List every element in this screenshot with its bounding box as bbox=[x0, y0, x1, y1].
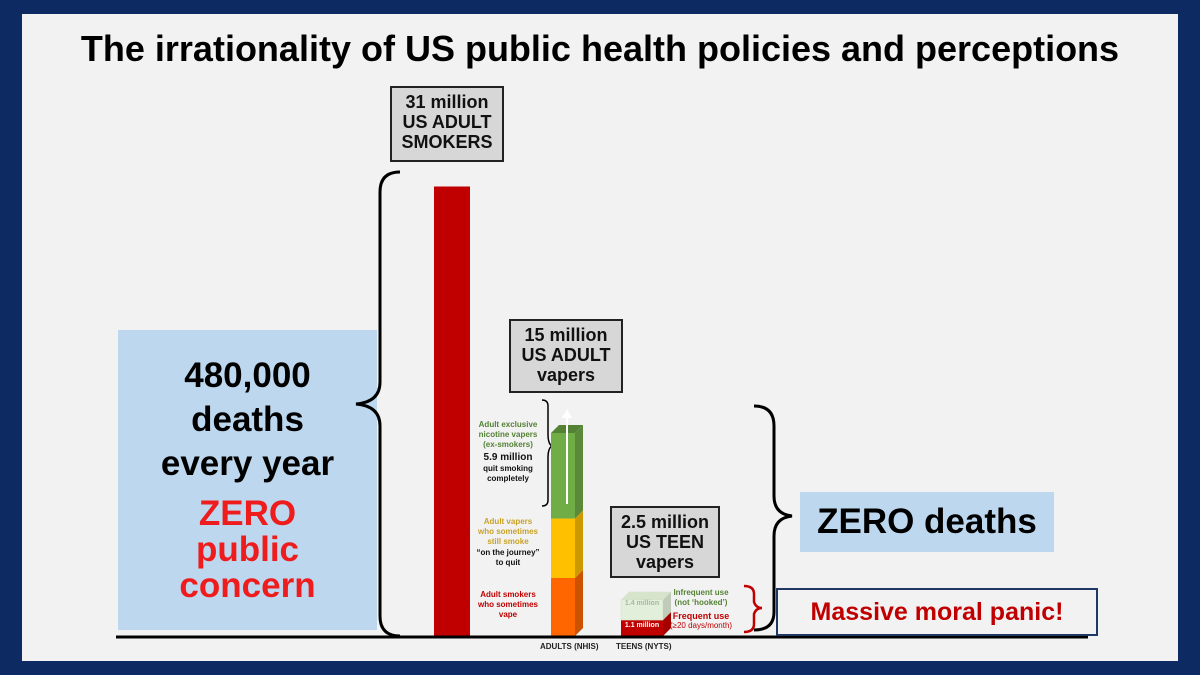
deaths-line: 480,000 bbox=[184, 356, 311, 395]
teen-vapers-label-box: 2.5 million US TEEN vapers bbox=[610, 506, 720, 578]
annotation-line: (ex-smokers) bbox=[483, 440, 533, 449]
exclusive-vapers-annotation: Adult exclusive nicotine vapers (ex-smok… bbox=[468, 420, 548, 450]
adult-vapers-label-line: US ADULT bbox=[521, 345, 611, 365]
bar-segment-side bbox=[575, 570, 583, 636]
concern-line: public bbox=[195, 530, 300, 569]
teen-vapers-label-line: 2.5 million bbox=[620, 512, 710, 532]
chart-svg bbox=[116, 170, 1088, 639]
teen-vapers-label-line: US TEEN bbox=[625, 532, 704, 552]
adult-vapers-label-line: 15 million bbox=[524, 325, 608, 345]
note-line: to quit bbox=[495, 558, 521, 567]
bar-top-face bbox=[621, 591, 671, 600]
x-axis-label-teens: TEENS (NYTS) bbox=[616, 642, 672, 651]
bars-group bbox=[434, 186, 671, 636]
annotation-line: (not ‘hooked’) bbox=[674, 598, 728, 607]
annotation-line: Adult exclusive bbox=[478, 420, 538, 429]
deaths-panel: 480,000 deaths every year ZERO public co… bbox=[118, 330, 377, 630]
bar-segment-dual-users bbox=[551, 518, 575, 578]
smokers-label-box: 31 million US ADULT SMOKERS bbox=[390, 86, 504, 162]
concern-line: concern bbox=[179, 566, 316, 605]
dual-users-annotation: Adult vapers who sometimes still smoke bbox=[468, 517, 548, 547]
bar-adult-smokers bbox=[434, 186, 470, 636]
note-line: completely bbox=[487, 474, 529, 483]
annotation-line: who sometimes bbox=[477, 600, 538, 609]
bar-segment-side bbox=[575, 425, 583, 519]
infrequent-annotation: Infrequent use (not ‘hooked’) bbox=[666, 588, 736, 608]
journey-note: “on the journey” to quit bbox=[468, 548, 548, 568]
bar-segment-side bbox=[663, 591, 671, 621]
bar-segment-side bbox=[575, 510, 583, 578]
adult-vapers-label-box: 15 million US ADULT vapers bbox=[509, 319, 623, 393]
panic-brace bbox=[743, 584, 763, 634]
annotation-line: (≥20 days/month) bbox=[669, 621, 733, 630]
smokers-label-line: 31 million bbox=[405, 92, 489, 112]
deaths-line: every year bbox=[160, 444, 335, 483]
smokers-label-line: US ADULT bbox=[402, 112, 492, 132]
annotation-line: still smoke bbox=[487, 537, 529, 546]
left-brace bbox=[355, 170, 401, 638]
adult-vapers-label-line: vapers bbox=[536, 365, 596, 385]
frequent-annotation: Frequent use (≥20 days/month) bbox=[666, 611, 736, 631]
note-line: quit smoking bbox=[483, 464, 533, 473]
deaths-line: deaths bbox=[191, 400, 304, 439]
note-line: 5.9 million bbox=[483, 452, 533, 463]
slide: The irrationality of US public health po… bbox=[22, 14, 1178, 661]
frequent-inner-label: 1.1 million bbox=[624, 622, 660, 629]
annotation-line: Infrequent use bbox=[673, 588, 729, 597]
annotation-line: nicotine vapers bbox=[478, 430, 538, 439]
moral-panic-box: Massive moral panic! bbox=[776, 588, 1098, 636]
bar-segment-smokers-who-vape bbox=[551, 578, 575, 636]
bar-segment-frequent-use bbox=[621, 620, 663, 636]
note-line: “on the journey” bbox=[476, 548, 540, 557]
annotation-line: Frequent use bbox=[672, 611, 730, 621]
quit-smoking-note: 5.9 million quit smoking completely bbox=[468, 452, 548, 484]
smokers-who-vape-annotation: Adult smokers who sometimes vape bbox=[468, 590, 548, 620]
zero-deaths-box: ZERO deaths bbox=[800, 492, 1054, 552]
annotation-line: Adult vapers bbox=[483, 517, 533, 526]
teen-vapers-label-line: vapers bbox=[635, 552, 695, 572]
x-axis-label-adults: ADULTS (NHIS) bbox=[540, 642, 599, 651]
annotation-line: vape bbox=[498, 610, 518, 619]
concern-line: ZERO bbox=[198, 494, 297, 533]
right-brace bbox=[753, 404, 793, 632]
bar-segment-side bbox=[663, 612, 671, 636]
smokers-label-line: SMOKERS bbox=[401, 132, 493, 152]
bar-segment-exclusive-vapers bbox=[551, 433, 575, 519]
annotation-line: Adult smokers bbox=[480, 590, 536, 599]
concern-text: ZERO public concern bbox=[118, 496, 377, 604]
quit-arrow-head bbox=[562, 409, 572, 418]
infrequent-inner-label: 1.4 million bbox=[624, 600, 660, 607]
slide-title: The irrationality of US public health po… bbox=[80, 28, 1120, 69]
deaths-text: 480,000 deaths every year bbox=[118, 354, 377, 486]
annotation-line: who sometimes bbox=[477, 527, 538, 536]
